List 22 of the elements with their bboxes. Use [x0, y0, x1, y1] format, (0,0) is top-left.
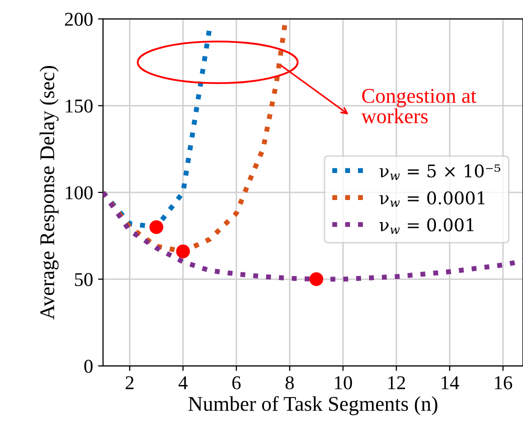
legend-label: ν$_{w}$ = 0.0001 — [380, 191, 484, 207]
x-tick-label: 4 — [178, 376, 188, 390]
x-tick-label: 12 — [388, 376, 405, 390]
x-tick-label: 6 — [232, 376, 241, 390]
point — [176, 244, 190, 258]
x-tick-label: 2 — [126, 376, 134, 390]
y-axis-title: Average Response Delay (sec) — [40, 66, 59, 320]
x-axis-title: Number of Task Segments (n) — [188, 396, 438, 416]
x-tick-label: 14 — [442, 376, 460, 390]
y-tick-label: 150 — [66, 99, 93, 113]
legend-label: ν$_{w}$ = 0.001 — [380, 218, 474, 234]
point — [309, 272, 324, 286]
legend-label: ν$_{w}$ = 5 × 10⁻⁵ — [380, 164, 500, 180]
x-tick-label: 10 — [335, 376, 352, 390]
y-tick-label: 100 — [66, 186, 93, 200]
y-tick-label: 0 — [84, 360, 93, 373]
y-tick-label: 200 — [64, 12, 93, 26]
y-tick-label: 50 — [74, 272, 93, 286]
x-tick-label: 16 — [494, 376, 512, 390]
point — [149, 220, 164, 234]
x-tick-label: 8 — [286, 376, 294, 390]
annotation: Congestion at workers — [361, 88, 476, 124]
